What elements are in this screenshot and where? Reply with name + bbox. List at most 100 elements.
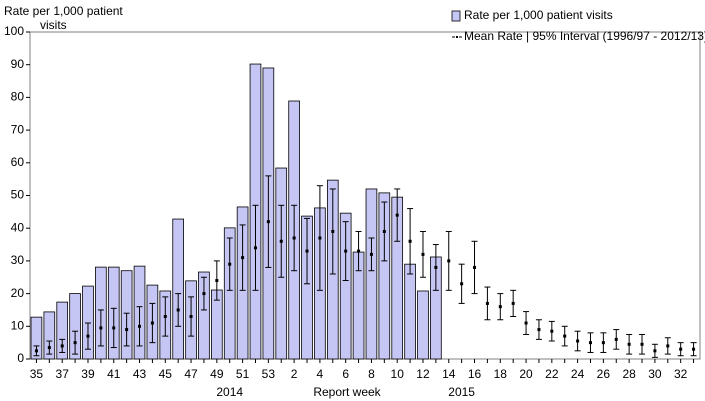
mean-dot xyxy=(228,262,232,266)
mean-dot xyxy=(241,256,245,260)
x-tick-label: 32 xyxy=(674,367,688,381)
x-tick-label: 43 xyxy=(133,367,147,381)
mean-dot xyxy=(305,249,309,253)
mean-dot xyxy=(588,341,592,345)
x-tick-label: 16 xyxy=(468,367,482,381)
mean-dot xyxy=(511,301,515,305)
y-tick-label: 20 xyxy=(11,286,25,300)
bar xyxy=(223,227,236,360)
y-tick-label: 60 xyxy=(11,155,25,169)
mean-dot xyxy=(447,259,451,263)
mean-dot xyxy=(73,341,77,345)
bar xyxy=(172,218,184,360)
mean-dot xyxy=(202,292,206,296)
y-tick-label: 40 xyxy=(11,220,25,234)
mean-dot xyxy=(563,334,567,338)
mean-dot xyxy=(537,328,541,332)
y-tick-label: 50 xyxy=(11,188,25,202)
year-label: 2014 xyxy=(216,385,243,399)
mean-dot xyxy=(34,349,38,353)
mean-dot xyxy=(460,282,464,286)
mean-dot xyxy=(640,342,644,346)
mean-dot xyxy=(576,339,580,343)
y-axis-label: Rate per 1,000 patient xyxy=(4,4,123,18)
y-tick-label: 0 xyxy=(17,351,24,365)
mean-dot xyxy=(369,252,373,256)
y-tick-label: 90 xyxy=(11,57,25,71)
x-tick-label: 10 xyxy=(391,367,405,381)
mean-dot xyxy=(382,229,386,233)
mean-dot xyxy=(666,344,670,348)
mean-dot xyxy=(253,246,257,250)
bar xyxy=(378,192,391,360)
x-tick-label: 41 xyxy=(107,367,121,381)
x-tick-label: 24 xyxy=(571,367,585,381)
x-tick-label: 53 xyxy=(262,367,276,381)
x-tick-label: 12 xyxy=(416,367,430,381)
y-tick-label: 100 xyxy=(4,24,24,38)
mean-dot xyxy=(112,326,116,330)
mean-dot xyxy=(86,334,90,338)
mean-dot xyxy=(318,236,322,240)
x-tick-label: 2 xyxy=(291,367,298,381)
x-tick-label: 22 xyxy=(545,367,559,381)
x-tick-label: 45 xyxy=(159,367,173,381)
mean-dot xyxy=(421,252,425,256)
mean-dot xyxy=(653,349,657,353)
mean-dot xyxy=(408,239,412,243)
x-tick-label: 51 xyxy=(236,367,250,381)
bar xyxy=(365,188,378,360)
bar xyxy=(301,215,313,360)
mean-dot xyxy=(176,308,180,312)
mean-dot xyxy=(150,321,154,325)
x-tick-label: 35 xyxy=(30,367,44,381)
bar xyxy=(198,271,210,360)
mean-dot xyxy=(266,220,270,224)
legend-label: Rate per 1,000 patient visits xyxy=(464,8,613,22)
mean-dot xyxy=(292,236,296,240)
mean-dot xyxy=(331,229,335,233)
mean-dot xyxy=(189,314,193,318)
bar xyxy=(30,316,43,360)
bar xyxy=(69,293,81,360)
mean-dot xyxy=(279,239,283,243)
mean-dot xyxy=(473,265,477,269)
mean-dot xyxy=(601,341,605,345)
mean-dot xyxy=(163,314,167,318)
x-tick-label: 14 xyxy=(442,367,456,381)
bar xyxy=(43,311,56,360)
mean-dot xyxy=(524,321,528,325)
y-tick-label: 70 xyxy=(11,122,25,136)
bar xyxy=(56,301,69,360)
mean-dot xyxy=(125,328,129,332)
x-tick-label: 30 xyxy=(648,367,662,381)
y-axis-label: visits xyxy=(40,18,67,32)
mean-dot xyxy=(357,249,361,253)
mean-dot xyxy=(215,279,219,283)
legend-swatch xyxy=(456,36,458,38)
x-tick-label: 28 xyxy=(622,367,636,381)
x-tick-label: 4 xyxy=(317,367,324,381)
mean-dot xyxy=(47,346,51,350)
mean-dot xyxy=(434,265,438,269)
y-tick-label: 30 xyxy=(11,253,25,267)
legend-swatch xyxy=(451,10,461,22)
bar xyxy=(404,263,416,360)
mean-dot xyxy=(485,301,489,305)
x-tick-label: 18 xyxy=(494,367,508,381)
year-label: 2015 xyxy=(448,385,475,399)
x-tick-label: 8 xyxy=(368,367,375,381)
mean-dot xyxy=(60,344,64,348)
mean-dot xyxy=(498,305,502,309)
x-tick-label: 47 xyxy=(184,367,198,381)
mean-dot xyxy=(679,347,683,351)
mean-dot xyxy=(550,329,554,333)
mean-dot xyxy=(138,324,142,328)
bar xyxy=(417,290,429,360)
x-tick-label: 26 xyxy=(597,367,611,381)
mean-dot xyxy=(99,326,103,330)
x-tick-label: 6 xyxy=(342,367,349,381)
x-tick-label: 49 xyxy=(210,367,224,381)
x-tick-label: 37 xyxy=(56,367,70,381)
